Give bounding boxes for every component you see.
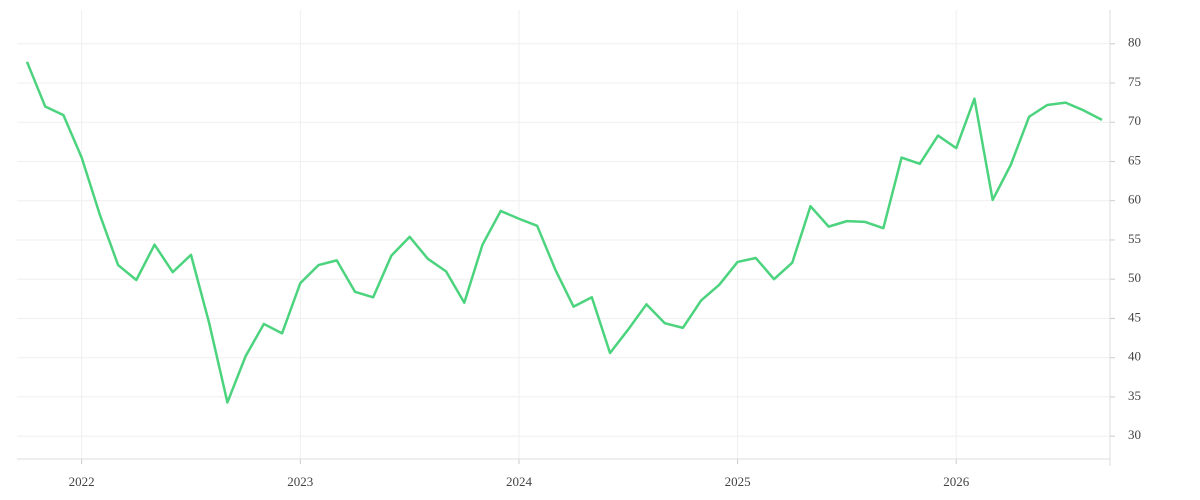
- x-tick-label: 2023: [287, 474, 313, 489]
- y-tick-label: 65: [1128, 152, 1141, 167]
- x-tick-label: 2024: [506, 474, 533, 489]
- y-tick-label: 80: [1128, 35, 1141, 50]
- y-tick-label: 75: [1128, 74, 1141, 89]
- x-tick-label: 2022: [69, 474, 95, 489]
- y-tick-label: 50: [1128, 270, 1141, 285]
- y-tick-label: 35: [1128, 388, 1141, 403]
- y-tick-label: 30: [1128, 427, 1141, 442]
- line-series: [25, 61, 1103, 404]
- y-tick-label: 40: [1128, 349, 1141, 364]
- y-tick-label: 45: [1128, 309, 1141, 324]
- y-tick-label: 60: [1128, 192, 1141, 207]
- x-tick-label: 2025: [725, 474, 751, 489]
- x-tick-label: 2026: [943, 474, 970, 489]
- y-tick-label: 55: [1128, 231, 1141, 246]
- y-tick-label: 70: [1128, 113, 1141, 128]
